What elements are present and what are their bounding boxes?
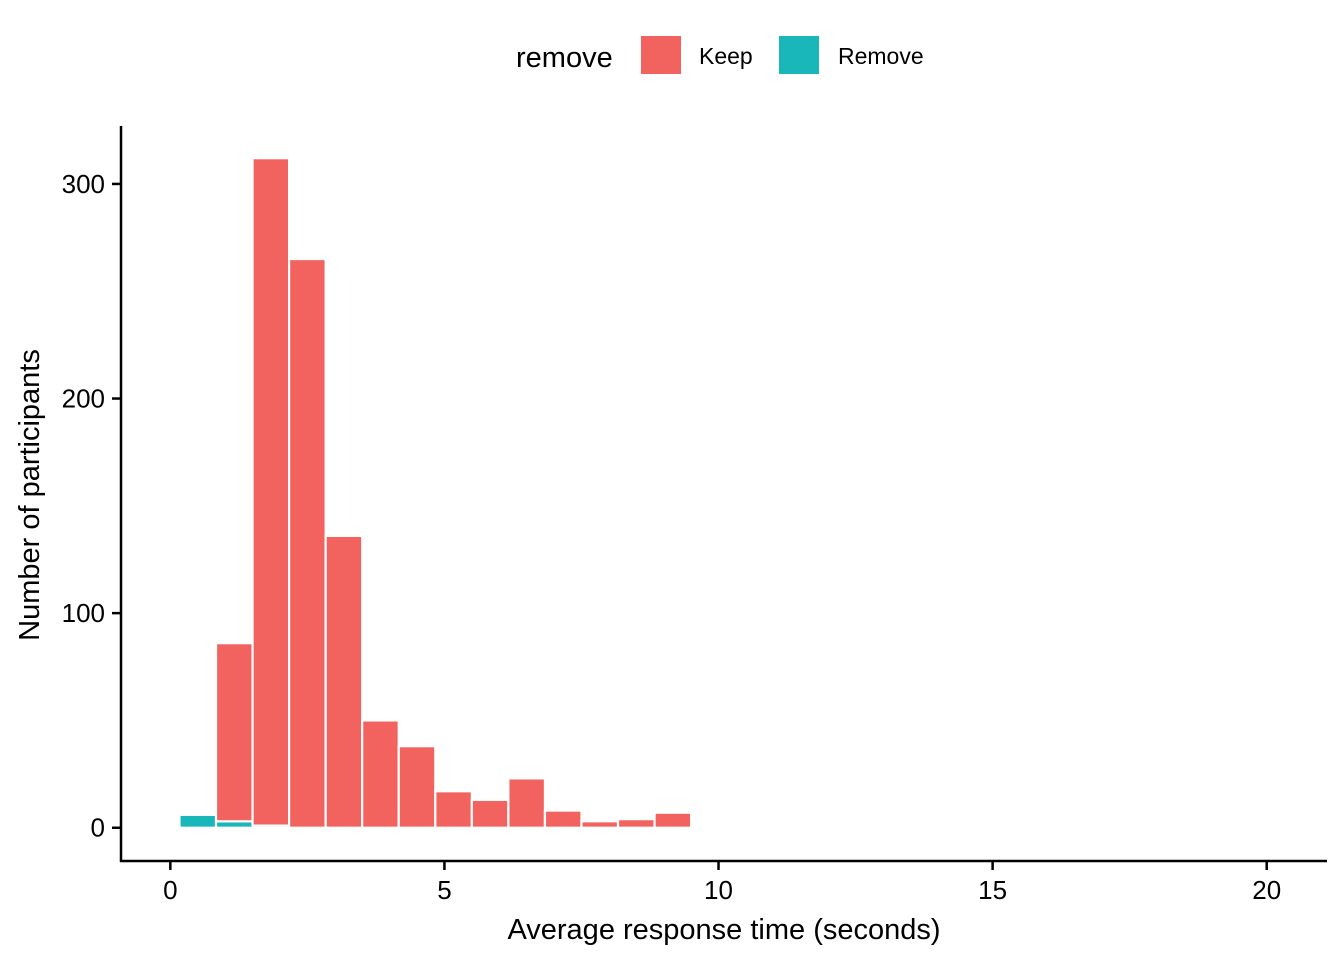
bar-keep [214, 642, 254, 823]
bar-keep [397, 745, 437, 829]
y-tick-label: 200 [62, 384, 105, 414]
bar-keep [616, 818, 656, 829]
bar-keep [726, 824, 766, 829]
bar-keep [653, 811, 693, 829]
legend-title: remove [516, 42, 613, 74]
y-axis-title: Number of participants [14, 349, 46, 641]
x-tick-label: 15 [978, 875, 1007, 905]
legend: remove Keep Remove [516, 36, 924, 74]
bar-keep [434, 790, 473, 829]
x-axis-title: Average response time (seconds) [507, 914, 940, 946]
bar-remove [178, 813, 218, 829]
y-tick-label: 0 [91, 813, 105, 843]
y-tick-label: 300 [62, 169, 105, 199]
bar-keep [689, 824, 729, 829]
bar-keep [799, 824, 839, 829]
bar-keep [836, 824, 875, 829]
bar-keep [251, 157, 291, 827]
legend-label-remove: Remove [838, 43, 924, 69]
x-tick-label: 0 [163, 875, 177, 905]
legend-swatch-keep [641, 36, 681, 74]
bar-keep [763, 824, 802, 829]
x-ticks: 0 5 10 15 20 [163, 861, 1281, 905]
y-tick-label: 100 [62, 598, 105, 628]
bar-keep [909, 824, 949, 829]
bar-keep [543, 809, 583, 829]
bar-keep [324, 534, 364, 829]
x-tick-label: 20 [1252, 875, 1281, 905]
bar-keep [470, 798, 510, 829]
bar-keep [580, 820, 620, 829]
bar-keep [287, 257, 327, 829]
legend-swatch-remove [779, 36, 819, 74]
x-tick-label: 10 [704, 875, 733, 905]
bar-keep [507, 777, 547, 829]
legend-label-keep: Keep [699, 43, 753, 69]
bar-keep [361, 719, 400, 829]
bars-layer [178, 157, 949, 829]
x-tick-label: 5 [437, 875, 451, 905]
y-ticks: 0 100 200 300 [62, 169, 121, 843]
